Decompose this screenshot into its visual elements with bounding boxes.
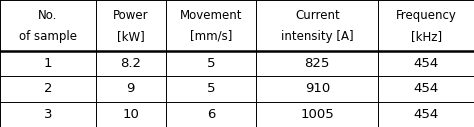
Text: 1005: 1005 [301, 108, 334, 121]
Text: 825: 825 [305, 57, 330, 70]
Text: Movement: Movement [180, 9, 242, 22]
Text: 9: 9 [127, 82, 135, 95]
Text: [kW]: [kW] [117, 30, 145, 43]
Text: [kHz]: [kHz] [410, 30, 442, 43]
Text: 5: 5 [207, 82, 215, 95]
Text: 2: 2 [44, 82, 52, 95]
Text: 1: 1 [44, 57, 52, 70]
Text: 454: 454 [413, 57, 439, 70]
Text: 10: 10 [122, 108, 139, 121]
Text: 5: 5 [207, 57, 215, 70]
Text: [mm/s]: [mm/s] [190, 30, 232, 43]
Text: Current: Current [295, 9, 340, 22]
Text: 454: 454 [413, 108, 439, 121]
Text: Frequency: Frequency [396, 9, 456, 22]
Text: No.: No. [38, 9, 58, 22]
Text: 3: 3 [44, 108, 52, 121]
Text: Power: Power [113, 9, 149, 22]
Text: 8.2: 8.2 [120, 57, 141, 70]
Text: 6: 6 [207, 108, 215, 121]
Text: of sample: of sample [19, 30, 77, 43]
Text: intensity [A]: intensity [A] [281, 30, 354, 43]
Text: 910: 910 [305, 82, 330, 95]
Text: 454: 454 [413, 82, 439, 95]
